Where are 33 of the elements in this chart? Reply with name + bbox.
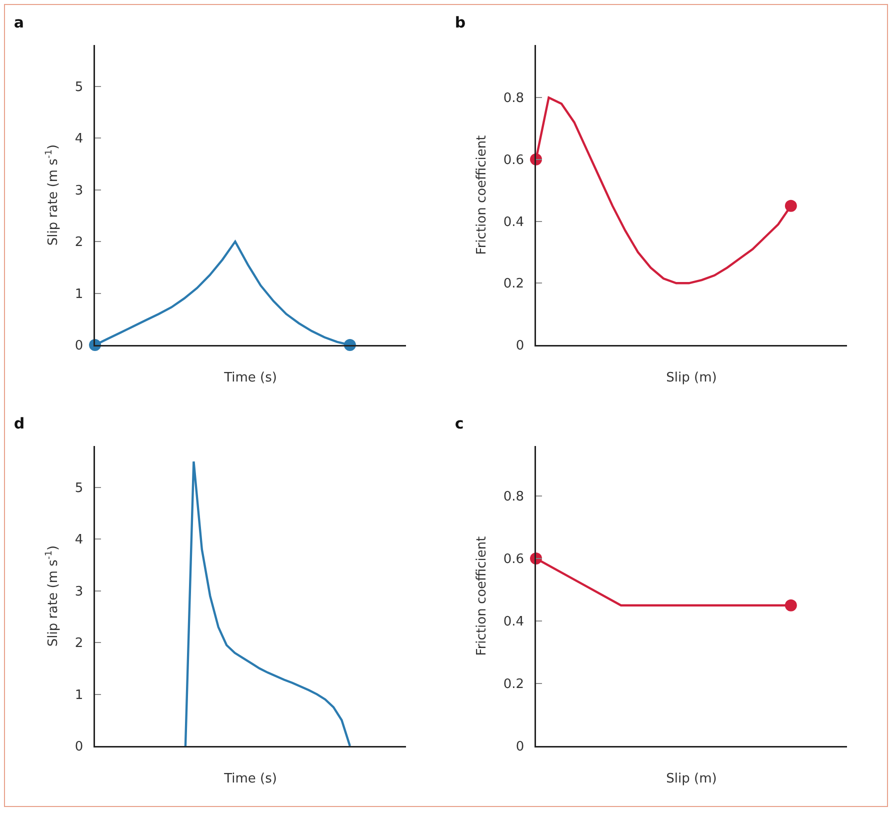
y-tick-label: 0.6 bbox=[503, 552, 524, 567]
y-tick-label: 0 bbox=[74, 739, 84, 754]
y-axis-title: Friction coefficient bbox=[474, 536, 490, 656]
y-tick-label: 4 bbox=[74, 132, 84, 147]
chart-title: b bbox=[454, 14, 466, 32]
y-tick-label: 1 bbox=[74, 687, 84, 702]
y-tick-label: 2 bbox=[74, 636, 84, 651]
y-tick-label: 2 bbox=[74, 235, 84, 250]
y-tick-label: 4 bbox=[74, 532, 84, 548]
y-tick-label: 5 bbox=[74, 80, 84, 95]
y-tick-label: 0.8 bbox=[503, 489, 524, 504]
line-series bbox=[184, 460, 352, 746]
chart-title: c bbox=[454, 414, 464, 432]
y-tick-label: 5 bbox=[74, 480, 84, 496]
y-tick-label: 0 bbox=[74, 338, 84, 354]
x-axis-title: Slip (m) bbox=[666, 370, 717, 386]
x-axis-title: Time (s) bbox=[223, 770, 277, 786]
y-tick-label: 0.6 bbox=[503, 152, 524, 168]
chart-title: a bbox=[14, 14, 24, 32]
y-tick-label: 0 bbox=[516, 739, 524, 754]
y-tick-label: 0.4 bbox=[503, 614, 524, 630]
y-tick-label: 1 bbox=[74, 286, 84, 302]
x-axis-title: Time (s) bbox=[223, 370, 277, 386]
y-tick-label: 0.2 bbox=[503, 676, 524, 692]
y-tick-label: 3 bbox=[74, 584, 84, 599]
y-tick-label: 0.4 bbox=[503, 214, 524, 230]
y-tick-label: 3 bbox=[74, 183, 84, 198]
chart-title: d bbox=[14, 414, 25, 432]
y-tick-label: 0.8 bbox=[503, 91, 524, 106]
y-tick-label: 0.2 bbox=[503, 276, 524, 292]
y-axis-title: Friction coefficient bbox=[474, 135, 490, 255]
x-axis-title: Slip (m) bbox=[666, 770, 717, 786]
y-tick-label: 0 bbox=[516, 338, 524, 354]
